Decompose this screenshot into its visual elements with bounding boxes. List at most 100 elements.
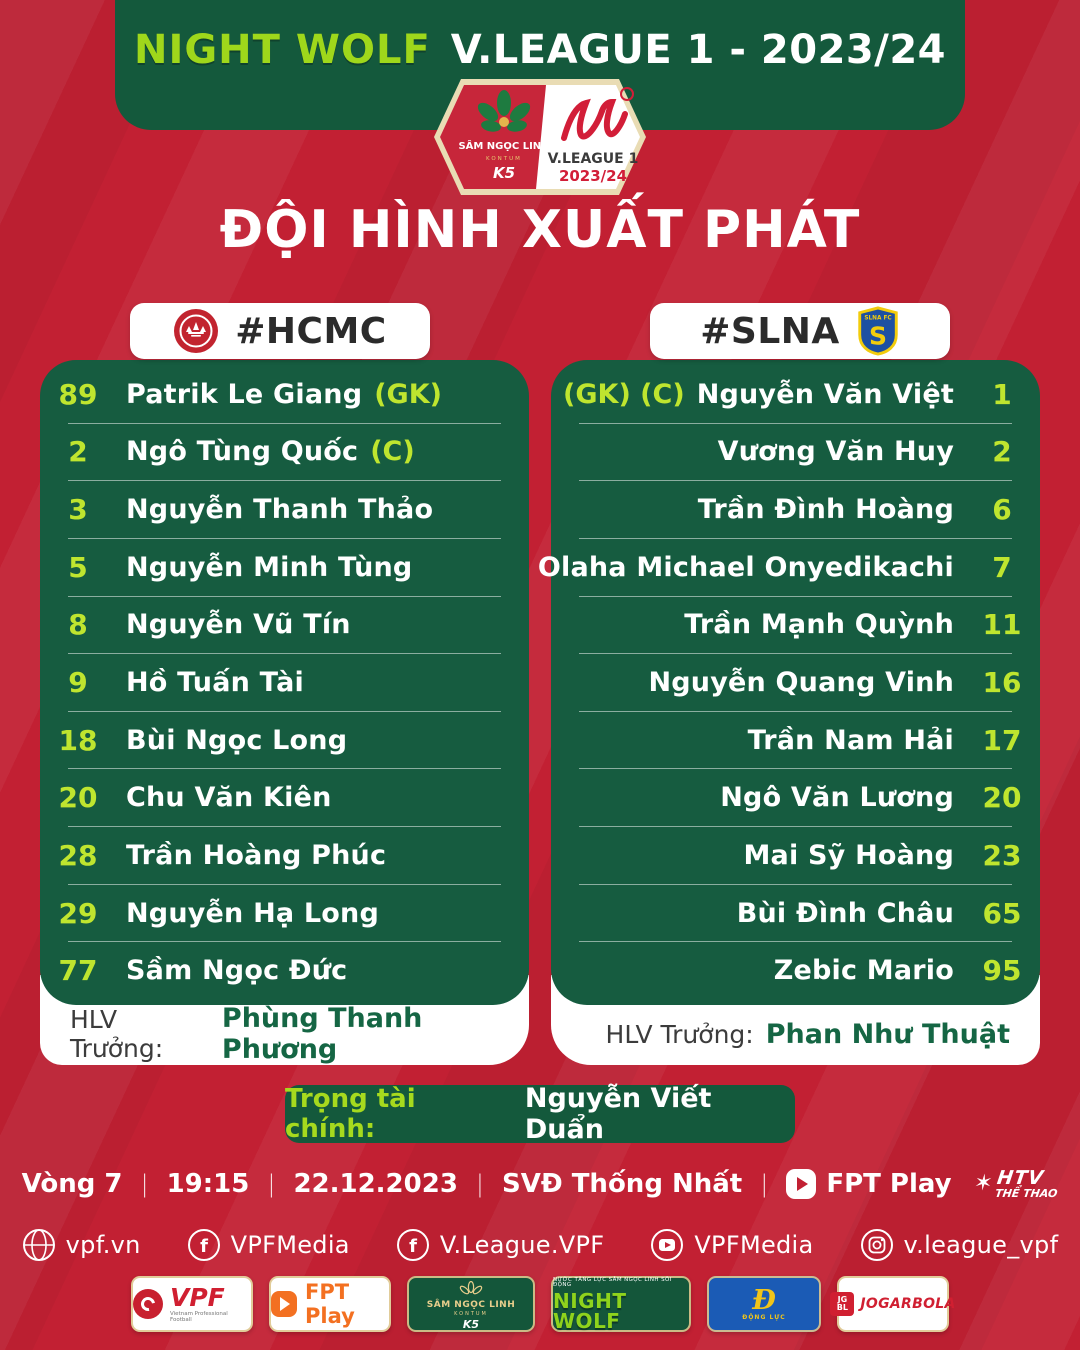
jogarbola-abbr1: JG <box>837 1295 848 1304</box>
sponsor-jogarbola: JG BL JOGARBOLA <box>830 1276 955 1332</box>
player-name: Trần Đình Hoàng <box>697 494 954 526</box>
player-number: 9 <box>68 666 88 700</box>
sponsor-fpt-play: FPT Play <box>269 1276 391 1332</box>
referee-name: Nguyễn Viết Duẩn <box>524 1083 712 1145</box>
player-row: 89 Patrik Le Giang (GK) <box>59 366 501 424</box>
match-time: 19:15 <box>166 1169 250 1199</box>
badge-snl-line2: KONTUM <box>486 156 522 162</box>
player-role-badge: (GK) <box>374 378 442 410</box>
social-youtube: VPFMedia <box>650 1228 813 1262</box>
match-round: Vòng 7 <box>21 1169 123 1199</box>
sponsor-sam-ngoc-linh: SÂM NGỌC LINH KONTUM K5 <box>407 1276 535 1332</box>
fpt-play-label: FPT Play <box>826 1169 952 1199</box>
player-name: Ngô Văn Lương <box>720 782 954 814</box>
referee-bar: Trọng tài chính: Nguyễn Viết Duẩn <box>285 1083 795 1145</box>
player-number: 1 <box>992 377 1012 411</box>
team-tag-hcmc: #HCMC <box>235 310 387 352</box>
player-list-hcmc: 89 Patrik Le Giang (GK) 2 Ngô Tùng Quốc … <box>40 360 529 1005</box>
htv-star-icon: ✶ <box>971 1171 994 1196</box>
player-number: 95 <box>982 954 1022 988</box>
facebook-icon: f <box>187 1229 220 1261</box>
badge-snl-line1: SÂM NGỌC LINH <box>458 139 549 152</box>
player-row: 9 Hồ Tuấn Tài <box>68 654 501 712</box>
player-number: 28 <box>58 838 98 872</box>
coach-label: HLV Trưởng: <box>605 1019 754 1049</box>
player-name: Trần Nam Hải <box>747 724 954 756</box>
separator: | <box>760 1170 769 1198</box>
player-name: Mai Sỹ Hoàng <box>743 839 954 871</box>
hcmc-club-logo-icon <box>174 309 219 353</box>
player-role-badge: (GK) (C) <box>563 378 685 410</box>
separator: | <box>267 1170 276 1198</box>
page-title: ĐỘI HÌNH XUẤT PHÁT <box>219 200 861 260</box>
brand-nightwolf-text: NIGHT WOLF <box>133 27 431 73</box>
htv-label: HTV <box>995 1167 1045 1189</box>
team-header-slna: #SLNA SLNA FC S <box>650 303 950 359</box>
match-venue: SVĐ Thống Nhất <box>502 1169 743 1199</box>
player-name: Nguyễn Thanh Thảo <box>126 494 434 526</box>
player-name: Patrik Le Giang <box>126 378 363 410</box>
player-row: 18 Bùi Ngọc Long <box>59 712 501 770</box>
player-number: 8 <box>68 608 88 642</box>
player-row: 29 Nguyễn Hạ Long <box>59 885 501 943</box>
player-row: Trần Nam Hải 17 <box>579 712 1021 770</box>
player-row: Vương Văn Huy 2 <box>579 424 1012 482</box>
jogarbola-name: JOGARBOLA <box>860 1296 956 1312</box>
player-number: 16 <box>982 666 1022 700</box>
dong-luc-monogram: Đ <box>752 1285 776 1316</box>
player-number: 23 <box>982 838 1022 872</box>
player-row: Trần Đình Hoàng 6 <box>579 481 1012 539</box>
svg-text:f: f <box>200 1236 208 1257</box>
roster-panel-hcmc: 89 Patrik Le Giang (GK) 2 Ngô Tùng Quốc … <box>40 360 529 1005</box>
player-name: Nguyễn Vũ Tín <box>126 609 351 641</box>
player-number: 89 <box>58 377 98 411</box>
night-wolf-name: NIGHT WOLF <box>553 1288 627 1333</box>
player-row: Olaha Michael Onyedikachi 7 <box>538 539 1012 597</box>
team-tag-slna: #SLNA <box>700 310 840 352</box>
ginseng-leaf-icon <box>459 1280 483 1294</box>
badge-vleague-line2: 2023/24 <box>559 167 627 185</box>
player-row: Mai Sỹ Hoàng 23 <box>579 827 1021 885</box>
social-handle: vpf.vn <box>65 1231 141 1259</box>
player-name: Chu Văn Kiên <box>126 782 332 814</box>
svg-text:SLNA FC: SLNA FC <box>864 315 891 321</box>
facebook-icon: f <box>396 1229 429 1261</box>
svg-text:S: S <box>869 321 887 350</box>
player-row: 20 Chu Văn Kiên <box>59 769 501 828</box>
player-number: 7 <box>992 550 1012 584</box>
vpf-ball-icon <box>133 1289 163 1319</box>
badge-snl-line3: K5 <box>493 164 515 182</box>
player-row: 28 Trần Hoàng Phúc <box>59 827 501 885</box>
sponsor-vpf: VPF Vietnam Professional Football <box>131 1276 253 1332</box>
player-name: Olaha Michael Onyedikachi <box>537 551 954 583</box>
player-row: Ngô Văn Lương 20 <box>579 769 1021 828</box>
social-instagram: v.league_vpf <box>860 1228 1059 1262</box>
player-name: Bùi Ngọc Long <box>126 724 348 756</box>
snl-line3: K5 <box>462 1317 480 1331</box>
player-row: Bùi Đình Châu 65 <box>579 885 1021 943</box>
player-name: Nguyễn Văn Việt <box>696 378 954 410</box>
league-badge: SÂM NGỌC LINH KONTUM K5 V.LEAGUE 1 2023/… <box>434 76 646 202</box>
player-number: 20 <box>58 781 98 815</box>
player-row: 77 Sầm Ngọc Đức <box>59 942 501 999</box>
player-row: 2 Ngô Tùng Quốc (C) <box>68 424 501 482</box>
snl-line2: KONTUM <box>454 1310 488 1317</box>
player-row: Nguyễn Quang Vinh 16 <box>579 654 1021 712</box>
htv-thethao-logo: ✶ HTV THỂ THAO <box>971 1167 1060 1200</box>
night-wolf-tagline: NƯỚC TĂNG LỰC SÂM NGỌC LINH SÔI ĐỘNG <box>553 1276 672 1288</box>
social-handle: VPFMedia <box>694 1231 814 1259</box>
sponsor-row: VPF Vietnam Professional Football FPT Pl… <box>0 1276 1080 1332</box>
player-number: 20 <box>982 781 1022 815</box>
player-name: Nguyễn Hạ Long <box>126 897 379 929</box>
match-date: 22.12.2023 <box>293 1169 458 1199</box>
coach-name-hcmc: Phùng Thanh Phương <box>221 1003 423 1065</box>
fpt-play-logo: FPT Play <box>786 1169 952 1199</box>
social-handle: v.league_vpf <box>903 1231 1059 1259</box>
player-row: Zebic Mario 95 <box>579 942 1022 999</box>
sponsor-dong-luc: Đ ĐỘNG LỰC <box>707 1276 821 1332</box>
player-row: 8 Nguyễn Vũ Tín <box>68 597 501 655</box>
player-number: 77 <box>58 954 98 988</box>
referee-label: Trọng tài chính: <box>285 1084 416 1144</box>
player-number: 2 <box>992 435 1012 469</box>
